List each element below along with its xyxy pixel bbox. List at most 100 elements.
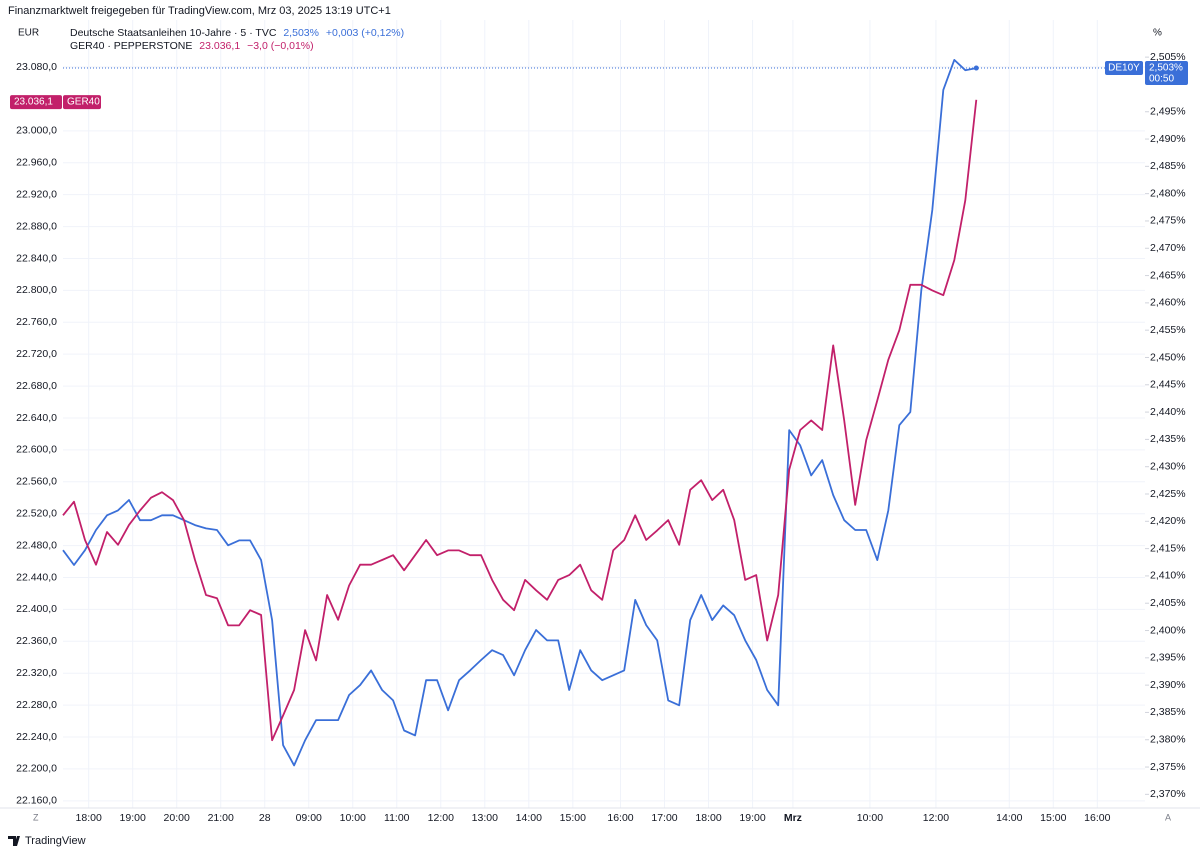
y2-tick-label: 2,410% (1150, 570, 1186, 582)
x-tick-label: 19:00 (120, 812, 146, 824)
legend-row: GER40 · PEPPERSTONE 23.036,1 −3,0 (−0,01… (70, 40, 314, 52)
y2-tick-label: 2,375% (1150, 761, 1186, 773)
y-tick-label: 22.680,0 (16, 380, 57, 392)
y2-tick-label: 2,445% (1150, 379, 1186, 391)
legend-last: 23.036,1 (199, 40, 240, 52)
x-tick-label: 12:00 (923, 812, 949, 824)
x-tick-label: 14:00 (996, 812, 1022, 824)
x-tick-label: 16:00 (607, 812, 633, 824)
y2-tick-label: 2,430% (1150, 460, 1186, 472)
y-tick-label: 22.840,0 (16, 252, 57, 264)
y2-tick-label: 2,465% (1150, 269, 1186, 281)
y2-tick-label: 2,380% (1150, 734, 1186, 746)
x-left-marker: Z (33, 812, 39, 822)
y2-tick-label: 2,400% (1150, 624, 1186, 636)
y2-tick-label: 2,480% (1150, 187, 1186, 199)
header: Finanzmarktwelt freigegeben für TradingV… (8, 5, 391, 17)
y-tick-label: 22.440,0 (16, 571, 57, 583)
x-tick-label: 18:00 (76, 812, 102, 824)
legend-last: 2,503% (283, 27, 319, 39)
y-tick-label: 23.080,0 (16, 61, 57, 73)
y-tick-label: 22.280,0 (16, 699, 57, 711)
y-tick-label: 22.640,0 (16, 412, 57, 424)
series-badge (1105, 61, 1143, 76)
x-tick-label: 15:00 (1040, 812, 1066, 824)
y2-tick-label: 2,405% (1150, 597, 1186, 609)
x-tick-label: 13:00 (472, 812, 498, 824)
y2-tick-label: 2,425% (1150, 488, 1186, 500)
legend-name: Deutsche Staatsanleihen 10-Jahre · 5 · T… (70, 27, 277, 39)
x-tick-label: 09:00 (296, 812, 322, 824)
y-tick-label: 22.200,0 (16, 763, 57, 775)
legend-change: −3,0 (−0,01%) (247, 40, 314, 52)
y2-tick-label: 2,395% (1150, 652, 1186, 664)
x-right-marker: A (1165, 812, 1171, 822)
y2-tick-label: 2,455% (1150, 324, 1186, 336)
x-tick-label: 17:00 (651, 812, 677, 824)
series-badge-label: DE10Y (1108, 63, 1140, 74)
x-tick-label: 19:00 (739, 812, 765, 824)
y-tick-label: 22.960,0 (16, 157, 57, 169)
y2-tick-label: 2,505% (1150, 51, 1186, 63)
series-badge-label: GER40 (67, 97, 100, 108)
legend-row: Deutsche Staatsanleihen 10-Jahre · 5 · T… (70, 27, 404, 39)
y-tick-label: 23.000,0 (16, 125, 57, 137)
y2-tick-label: 2,470% (1150, 242, 1186, 254)
y-tick-label: 22.720,0 (16, 348, 57, 360)
y2-tick-label: 2,475% (1150, 215, 1186, 227)
x-tick-label: 11:00 (384, 812, 410, 824)
legend-name: GER40 · PEPPERSTONE (70, 40, 192, 52)
x-tick-label: 20:00 (164, 812, 190, 824)
y2-unit: % (1153, 28, 1162, 39)
logo (8, 836, 20, 846)
x-tick-label: 16:00 (1084, 812, 1110, 824)
axis-badge-value: 23.036,1 (14, 97, 53, 108)
axis-badge (1145, 61, 1188, 86)
y-unit: EUR (18, 28, 39, 39)
y-tick-label: 22.520,0 (16, 507, 57, 519)
y-tick-label: 22.800,0 (16, 284, 57, 296)
y-tick-label: 22.760,0 (16, 316, 57, 328)
y2-tick-label: 2,440% (1150, 406, 1186, 418)
y2-tick-label: 2,450% (1150, 351, 1186, 363)
series-line (62, 99, 978, 742)
y2-tick-label: 2,420% (1150, 515, 1186, 527)
y-tick-label: 22.920,0 (16, 188, 57, 200)
series-badge (63, 95, 101, 110)
axis-badge (10, 95, 62, 110)
x-tick-label: 14:00 (516, 812, 542, 824)
y-tick-label: 22.240,0 (16, 731, 57, 743)
y2-tick-label: 2,385% (1150, 706, 1186, 718)
y2-tick-label: 2,370% (1150, 788, 1186, 800)
x-tick-label: 10:00 (340, 812, 366, 824)
grid (63, 20, 1145, 808)
x-tick-label: 18:00 (695, 812, 721, 824)
y2-tick-label: 2,435% (1150, 433, 1186, 445)
footer: TradingView (25, 835, 86, 847)
y2-tick-label: 2,460% (1150, 297, 1186, 309)
y-tick-label: 22.600,0 (16, 444, 57, 456)
y-tick-label: 22.400,0 (16, 603, 57, 615)
axis-badge-countdown: 00:50 (1149, 74, 1174, 85)
y2-tick-label: 2,490% (1150, 133, 1186, 145)
y2-tick-label: 2,390% (1150, 679, 1186, 691)
y-tick-label: 22.480,0 (16, 539, 57, 551)
x-tick-label: 21:00 (208, 812, 234, 824)
series-line (62, 59, 977, 767)
y-tick-label: 22.880,0 (16, 220, 57, 232)
x-tick-label: 15:00 (560, 812, 586, 824)
last-point (973, 65, 979, 71)
x-tick-label: 28 (259, 812, 271, 824)
axis-badge-value: 2,503% (1149, 63, 1183, 74)
y2-tick-label: 2,495% (1150, 106, 1186, 118)
x-tick-label: Mrz (784, 812, 802, 824)
legend-change: +0,003 (+0,12%) (326, 27, 404, 39)
y-tick-label: 22.560,0 (16, 476, 57, 488)
y2-tick-label: 2,415% (1150, 542, 1186, 554)
x-tick-label: 10:00 (857, 812, 883, 824)
x-tick-label: 12:00 (428, 812, 454, 824)
y-tick-label: 22.160,0 (16, 795, 57, 807)
y2-tick-label: 2,485% (1150, 160, 1186, 172)
